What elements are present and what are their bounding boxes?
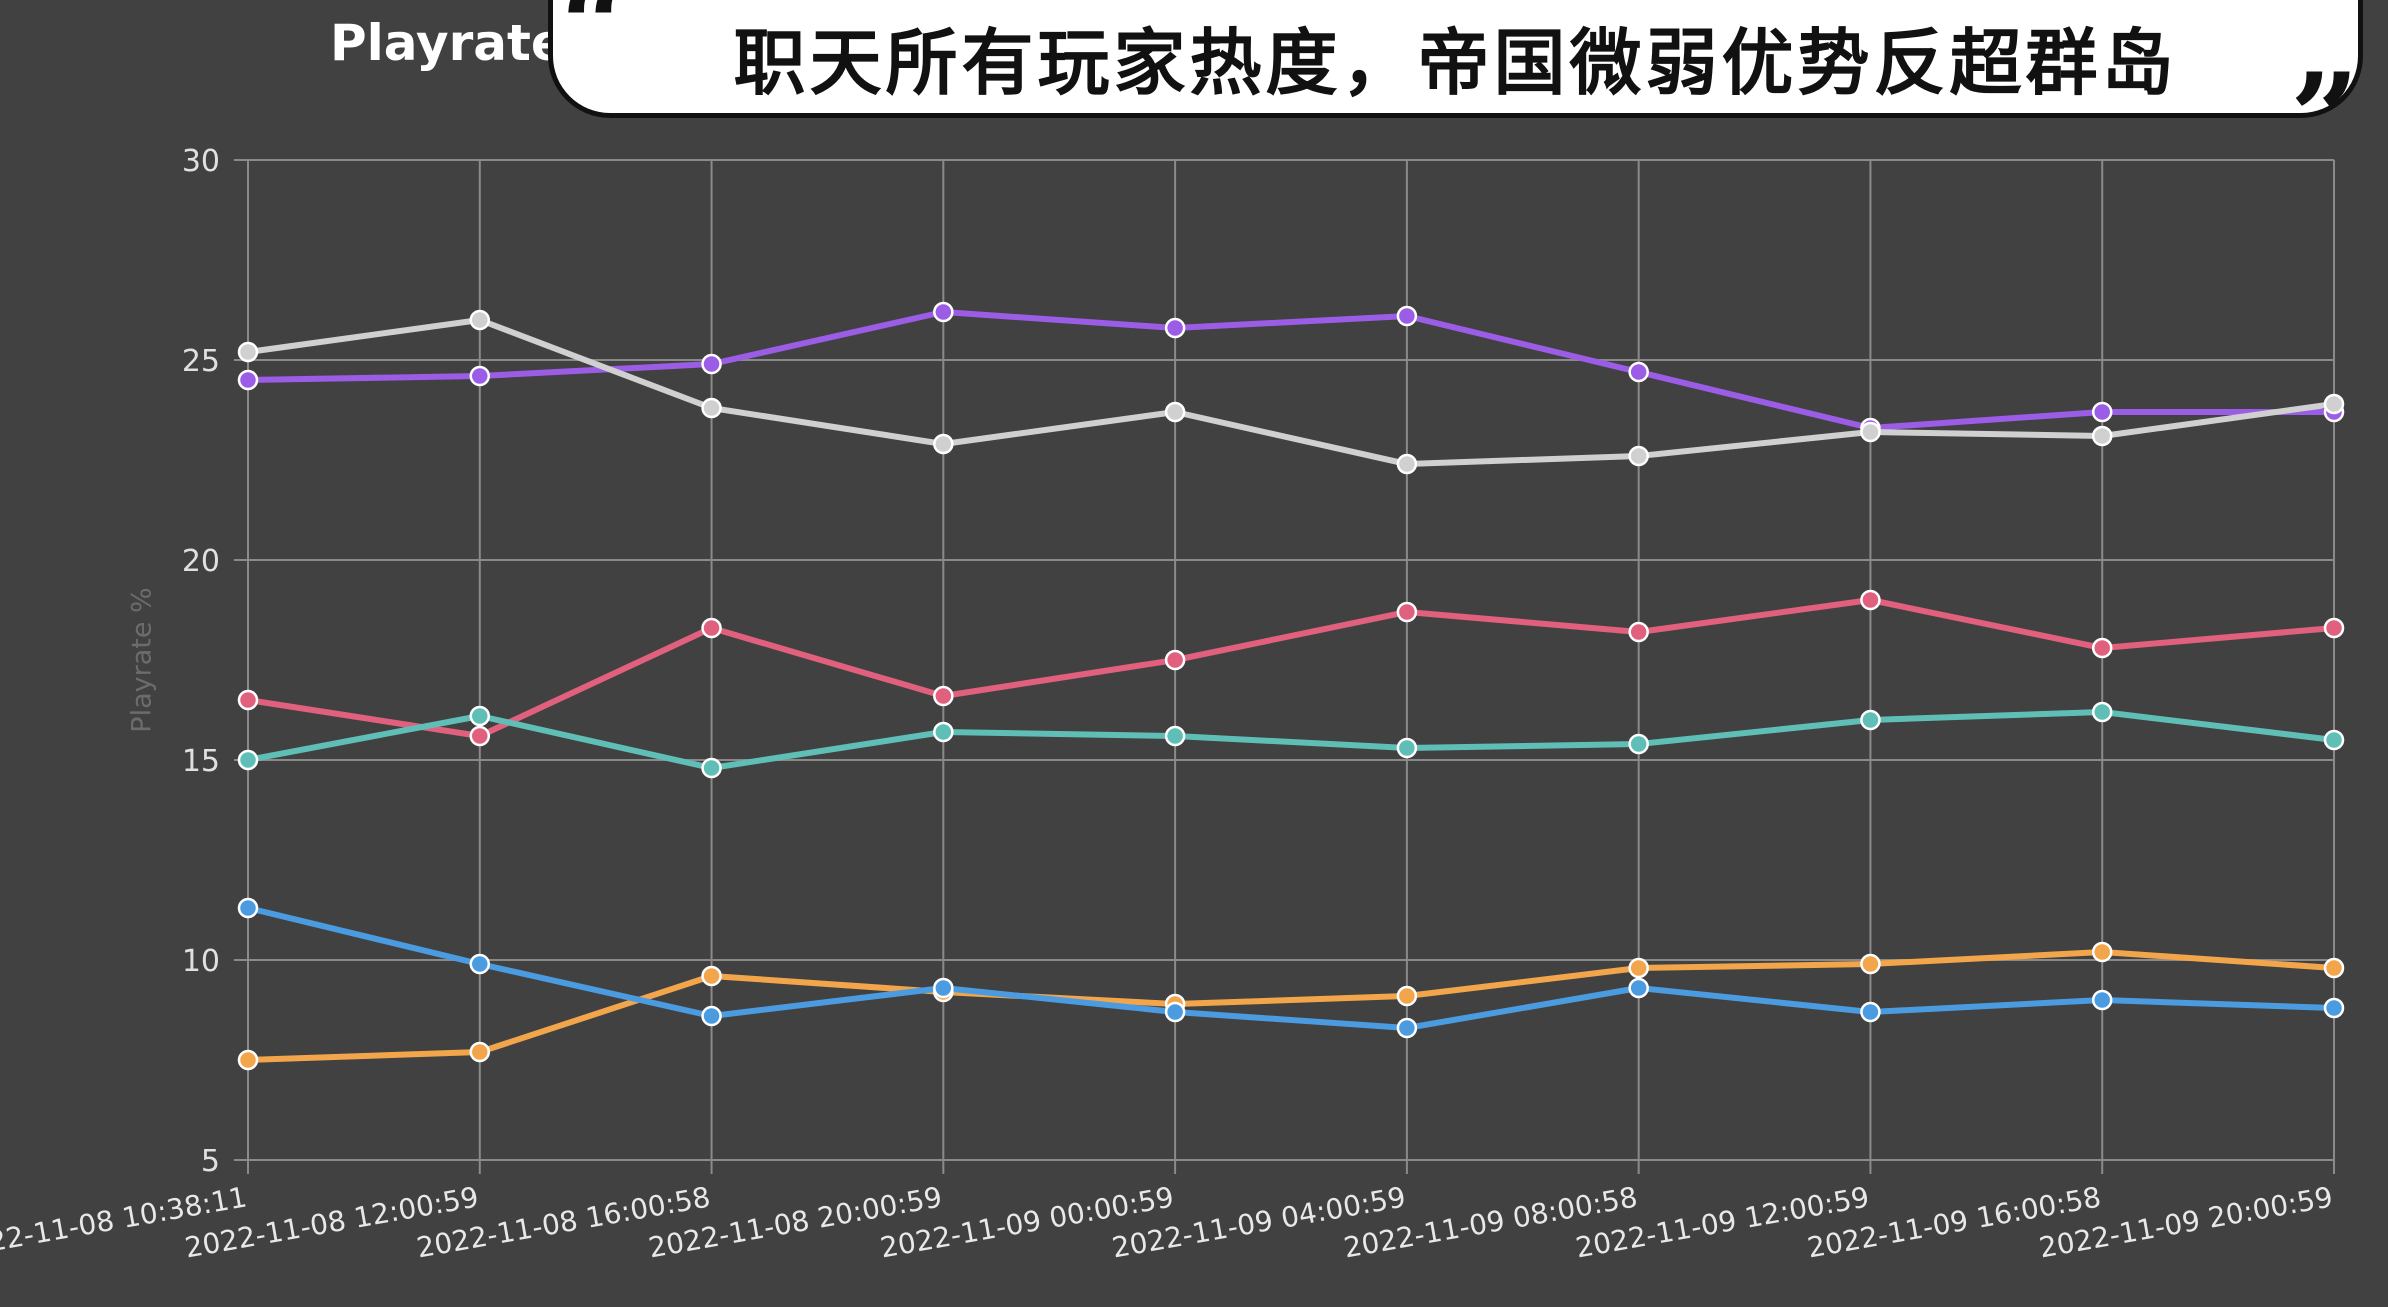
series-line-2 (245, 317, 2337, 467)
data-point-s3-3 (701, 617, 722, 639)
data-point-s6-2 (469, 953, 491, 975)
data-point-s3-7 (1628, 621, 1649, 643)
caption-text: 职天所有玩家热度，帝国微弱优势反超群岛 (733, 21, 2178, 105)
data-point-s3-10 (2323, 617, 2345, 639)
series-line-3 (245, 597, 2337, 739)
data-point-s2-4 (933, 433, 954, 455)
data-point-s5-8 (1860, 953, 1881, 975)
y-tick-label: 20 (182, 544, 220, 579)
data-point-s6-9 (2091, 989, 2113, 1011)
data-point-s6-10 (2323, 997, 2345, 1019)
data-point-s4-8 (1860, 709, 1881, 731)
data-point-s3-9 (2091, 637, 2113, 659)
data-point-s6-6 (1396, 1017, 1418, 1039)
data-point-s1-4 (933, 301, 954, 323)
open-quote-icon: “ (560, 0, 630, 96)
y-tick-label: 15 (182, 744, 220, 779)
data-point-s1-3 (701, 353, 722, 375)
data-point-s5-10 (2323, 957, 2345, 979)
data-point-s6-1 (237, 897, 259, 919)
data-point-s4-7 (1628, 733, 1649, 755)
data-point-s5-2 (469, 1041, 491, 1063)
data-point-s5-7 (1628, 957, 1649, 979)
data-point-s4-4 (933, 721, 954, 743)
chart-title: Playrate (330, 14, 565, 72)
data-point-s3-8 (1860, 589, 1881, 611)
data-point-s6-5 (1164, 1001, 1186, 1023)
data-point-s1-7 (1628, 361, 1649, 383)
series-lines (245, 309, 2337, 1063)
y-tick-label: 5 (201, 1144, 220, 1179)
y-tick-label: 30 (182, 144, 220, 179)
data-point-s4-10 (2323, 729, 2345, 751)
data-point-s1-5 (1164, 317, 1186, 339)
data-point-s6-4 (933, 977, 954, 999)
series-line-1 (245, 309, 2337, 431)
series-line-5 (245, 949, 2337, 1063)
data-point-s2-8 (1860, 421, 1881, 443)
data-point-s5-3 (701, 965, 722, 987)
caption-bubble: 职天所有玩家热度，帝国微弱优势反超群岛 (548, 0, 2363, 118)
data-point-s6-3 (701, 1005, 722, 1027)
data-point-s1-9 (2091, 401, 2113, 423)
data-point-s4-3 (701, 757, 722, 779)
data-point-s2-7 (1628, 445, 1649, 467)
data-point-s2-3 (701, 397, 722, 419)
data-point-s6-8 (1860, 1001, 1881, 1023)
series-line-4 (245, 709, 2337, 771)
y-axis-title: Playrate % (126, 587, 158, 733)
data-point-s1-2 (469, 365, 491, 387)
data-point-s3-2 (469, 725, 491, 747)
y-tick-label: 10 (182, 944, 220, 979)
data-point-s6-7 (1628, 977, 1649, 999)
data-point-s3-4 (933, 685, 954, 707)
data-point-s4-9 (2091, 701, 2113, 723)
data-point-s5-1 (237, 1049, 259, 1071)
data-point-s4-2 (469, 705, 491, 727)
data-point-s4-6 (1396, 737, 1418, 759)
data-point-s5-9 (2091, 941, 2113, 963)
data-point-s3-1 (237, 689, 259, 711)
data-point-s2-6 (1396, 453, 1418, 475)
data-point-s5-6 (1396, 985, 1418, 1007)
series-points (237, 301, 2345, 1071)
series-line-6 (245, 905, 2337, 1031)
y-tick-label: 25 (182, 344, 220, 379)
data-point-s4-5 (1164, 725, 1186, 747)
data-point-s2-2 (469, 309, 491, 331)
data-point-s2-10 (2323, 393, 2345, 415)
data-point-s4-1 (237, 749, 259, 771)
data-point-s1-1 (237, 369, 259, 391)
data-point-s2-5 (1164, 401, 1186, 423)
data-point-s2-1 (237, 341, 259, 363)
data-point-s2-9 (2091, 425, 2113, 447)
data-point-s3-5 (1164, 649, 1186, 671)
close-quote-icon: ” (2290, 47, 2360, 188)
data-point-s1-6 (1396, 305, 1418, 327)
data-point-s3-6 (1396, 601, 1418, 623)
